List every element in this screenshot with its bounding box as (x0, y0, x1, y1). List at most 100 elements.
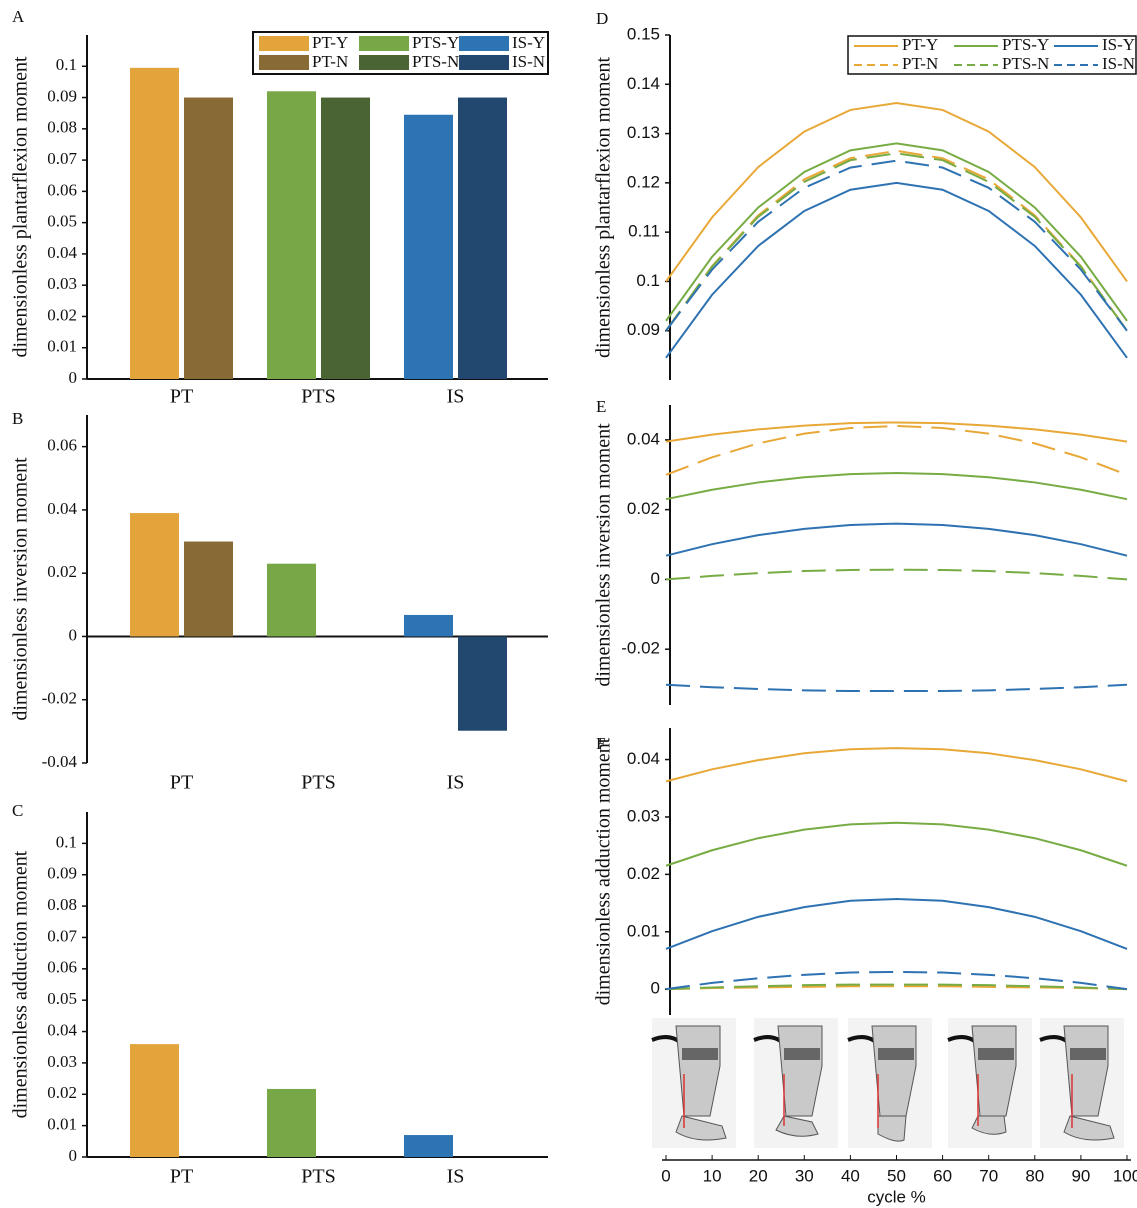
x-tick-label: PTS (301, 386, 335, 408)
bar (321, 97, 370, 379)
y-tick-label: 0.01 (47, 337, 77, 356)
x-tick-label: 50 (887, 1166, 906, 1185)
y-tick-label: -0.04 (42, 752, 78, 771)
x-tick-label: IS (447, 386, 465, 408)
x-tick-label: 90 (1071, 1166, 1090, 1185)
line (665, 424, 1128, 476)
y-tick-label: -0.02 (621, 639, 660, 658)
line (665, 102, 1128, 283)
line (665, 568, 1128, 581)
y-tick-label: 0.04 (47, 499, 77, 518)
y-tick-label: 0.09 (47, 86, 77, 105)
line (665, 970, 1128, 991)
y-tick-label: 0.03 (47, 1052, 77, 1071)
y-tick-label: 0.08 (47, 118, 77, 137)
x-tick-label: 80 (1025, 1166, 1044, 1185)
legend-label: IS-Y (1102, 35, 1135, 54)
legend-label: PT-Y (902, 35, 938, 54)
line (665, 181, 1128, 359)
legend-label: PTS-N (412, 52, 459, 71)
legend-label: PT-N (312, 52, 348, 71)
y-tick-label: 0 (69, 368, 78, 387)
legend-swatch (459, 55, 509, 70)
bar (267, 91, 316, 380)
y-tick-label: 0.07 (47, 149, 77, 168)
y-tick-label: -0.02 (42, 689, 77, 708)
bar (458, 97, 507, 379)
y-tick-label: 0.02 (627, 499, 660, 518)
y-tick-label: 0.05 (47, 212, 77, 231)
legend-swatch (359, 36, 409, 51)
line (665, 472, 1128, 501)
y-tick-label: 0 (69, 625, 78, 644)
x-tick-label: IS (447, 772, 465, 794)
legend-label: PT-N (902, 54, 938, 73)
bar (404, 114, 453, 379)
panel-label: E (596, 397, 606, 416)
legend-swatch (459, 36, 509, 51)
y-tick-label: 0.01 (47, 1115, 77, 1134)
x-tick-label: PT (170, 1166, 193, 1188)
y-tick-label: 0.04 (627, 429, 660, 448)
panel-label: C (12, 801, 23, 820)
legend-swatch (259, 36, 309, 51)
x-axis-label: cycle % (867, 1187, 926, 1206)
y-tick-label: 0.15 (627, 24, 660, 43)
x-tick-label: PT (170, 772, 193, 794)
legend-label: PT-Y (312, 33, 348, 52)
bar (184, 97, 233, 379)
legend-swatch (259, 55, 309, 70)
line (665, 983, 1128, 991)
line (665, 821, 1128, 867)
y-tick-label: 0 (651, 979, 660, 998)
x-tick-label: 100 (1113, 1166, 1137, 1185)
y-tick-label: 0.14 (627, 74, 660, 93)
legend-box (847, 35, 1137, 75)
panel-label: D (596, 9, 608, 28)
y-tick-label: 0.06 (47, 436, 77, 455)
y-axis-label: dimensionless inversion moment (593, 423, 615, 687)
bar (130, 1044, 179, 1157)
panel-label: A (12, 7, 25, 26)
y-tick-label: 0.02 (47, 305, 77, 324)
y-tick-label: 0.09 (627, 320, 660, 339)
line (665, 142, 1128, 322)
bar (458, 636, 507, 731)
line (665, 152, 1128, 332)
y-tick-label: 0 (651, 569, 660, 588)
x-tick-label: IS (447, 1166, 465, 1188)
bar (267, 1088, 316, 1157)
legend-label: PTS-Y (412, 33, 459, 52)
x-tick-label: 70 (979, 1166, 998, 1185)
line (665, 683, 1128, 693)
y-tick-label: 0.09 (47, 864, 77, 883)
y-tick-label: 0.01 (627, 921, 660, 940)
y-tick-label: 0.05 (47, 989, 77, 1008)
y-tick-label: 0.03 (47, 274, 77, 293)
bar (130, 67, 179, 379)
line (665, 898, 1128, 950)
y-tick-label: 0.1 (56, 832, 77, 851)
bar (404, 1135, 453, 1157)
x-tick-label: 40 (841, 1166, 860, 1185)
x-tick-label: PTS (301, 1166, 335, 1188)
bar (130, 513, 179, 637)
y-axis-label: dimensionless adduction moment (593, 737, 615, 1005)
y-tick-label: 0.02 (627, 864, 660, 883)
x-tick-label: 60 (933, 1166, 952, 1185)
x-tick-label: PTS (301, 772, 335, 794)
x-tick-label: PT (170, 386, 193, 408)
y-tick-label: 0.02 (47, 1083, 77, 1102)
y-tick-label: 0 (69, 1146, 78, 1165)
ankle-illustrations (651, 1018, 1124, 1148)
y-tick-label: 0.02 (47, 562, 77, 581)
x-tick-label: 30 (795, 1166, 814, 1185)
y-axis-label: dimensionless plantarflexion moment (10, 56, 32, 357)
legend-label: IS-N (1102, 54, 1135, 73)
bar (404, 614, 453, 637)
y-tick-label: 0.12 (627, 172, 660, 191)
y-tick-label: 0.07 (47, 926, 77, 945)
line (665, 747, 1128, 783)
y-tick-label: 0.06 (47, 180, 77, 199)
y-tick-label: 0.1 (56, 55, 77, 74)
